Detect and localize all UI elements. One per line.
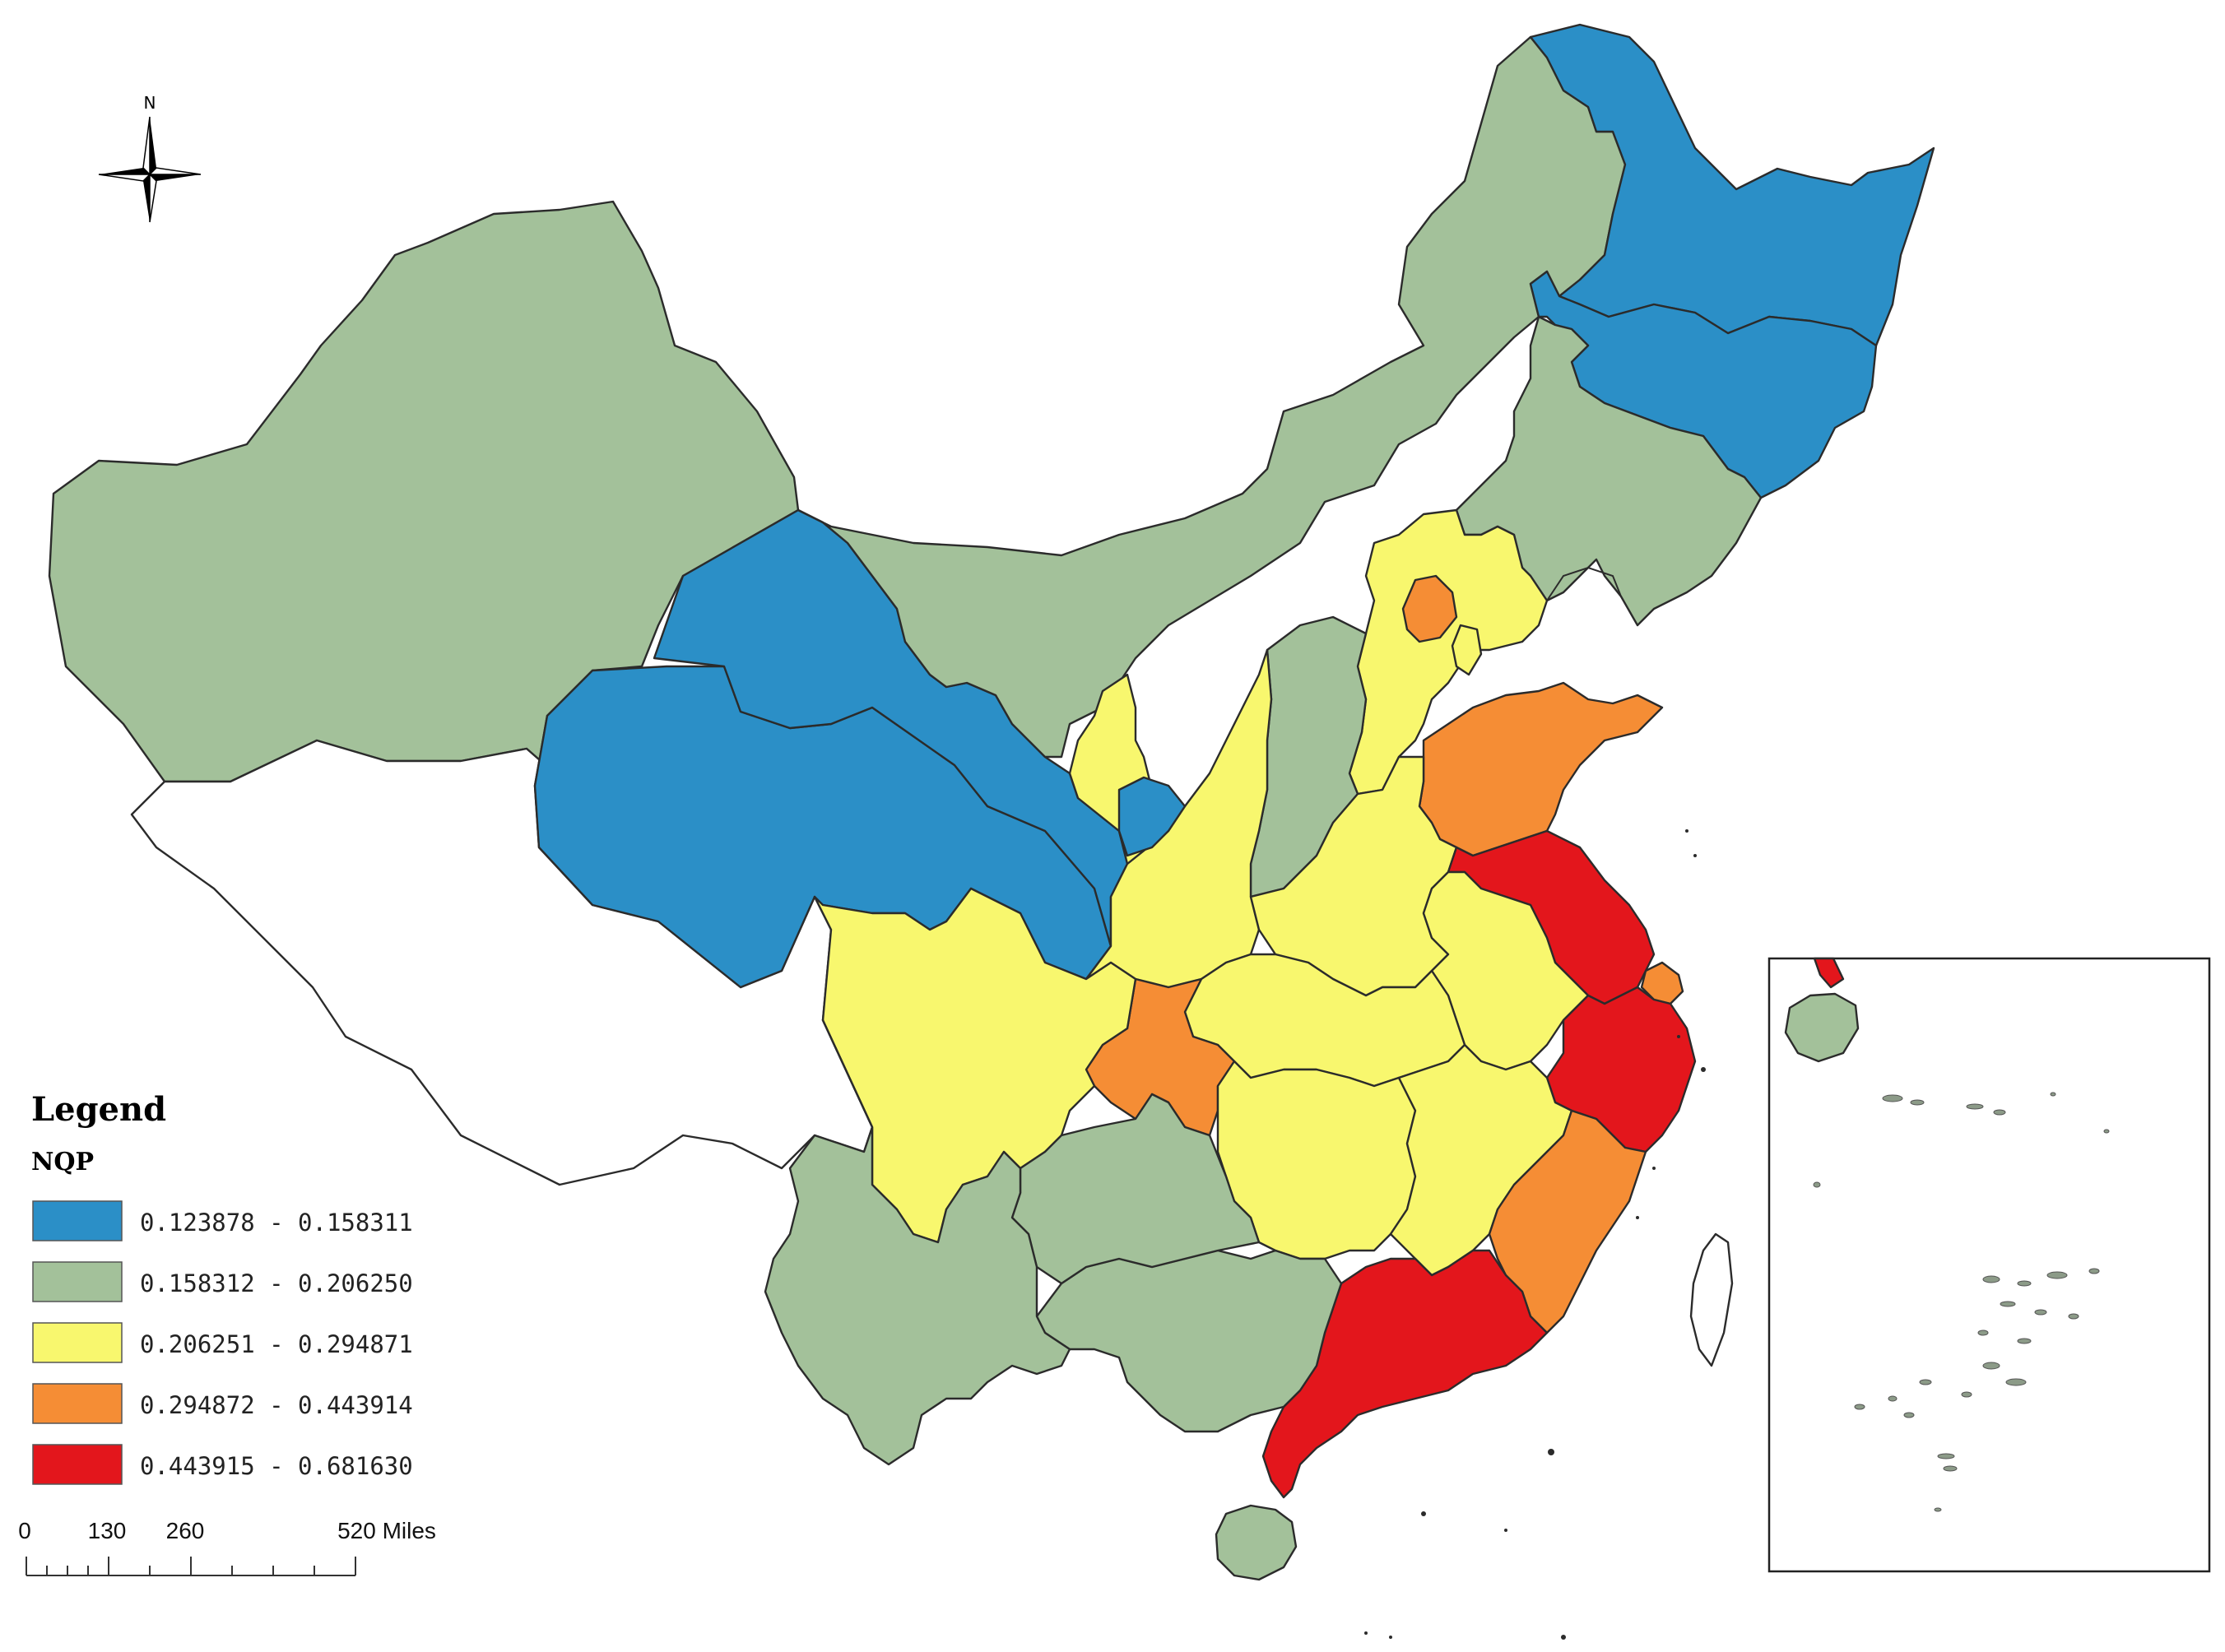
north-arrow-icon: N [98, 93, 202, 223]
region-yunnan [764, 1019, 1071, 1466]
legend-range-5: 0.443915 - 0.681630 [140, 1452, 413, 1480]
legend-range-4: 0.294872 - 0.443914 [140, 1391, 413, 1419]
scale-bar: 0 130 260 520 Miles [18, 1518, 436, 1576]
region-taiwan [1689, 1232, 1734, 1367]
region-guangdong [1261, 1249, 1549, 1499]
legend-range-3: 0.206251 - 0.294871 [140, 1330, 413, 1358]
scale-label-520: 520 Miles [337, 1518, 436, 1543]
legend-swatch-3 [32, 1322, 123, 1363]
legend-swatch-5 [32, 1444, 123, 1485]
region-beijing [1401, 574, 1458, 643]
inset-guangdong-tip [1813, 957, 1845, 989]
region-shandong [1418, 681, 1664, 857]
legend: Legend NQP 0.123878 - 0.158311 0.158312 … [31, 1090, 413, 1485]
region-tianjin [1451, 624, 1483, 676]
inset-frame [1767, 957, 2211, 1573]
inset-map [1767, 957, 2211, 1573]
region-hainan [1215, 1504, 1298, 1581]
inset-islands [1813, 1092, 2110, 1512]
legend-field-name: NQP [31, 1148, 94, 1176]
region-shanghai [1640, 961, 1684, 1005]
region-inner-mongolia [797, 35, 1627, 759]
legend-swatch-4 [32, 1383, 123, 1424]
inset-hainan [1784, 992, 1860, 1063]
legend-swatch-1 [32, 1200, 123, 1241]
legend-swatch-2 [32, 1261, 123, 1302]
region-ningxia-south [1117, 776, 1187, 857]
legend-range-1: 0.123878 - 0.158311 [140, 1209, 413, 1237]
region-anhui [1422, 870, 1590, 1071]
scale-label-260: 260 [166, 1518, 205, 1543]
legend-range-2: 0.158312 - 0.206250 [140, 1269, 413, 1297]
coastal-islands [1364, 829, 1706, 1640]
scale-label-0: 0 [18, 1518, 31, 1543]
legend-title: Legend [31, 1090, 166, 1129]
region-liaoning [1455, 315, 1763, 627]
bohai-coastline [1546, 566, 1622, 601]
north-label: N [144, 93, 156, 113]
scale-label-130: 130 [88, 1518, 127, 1543]
